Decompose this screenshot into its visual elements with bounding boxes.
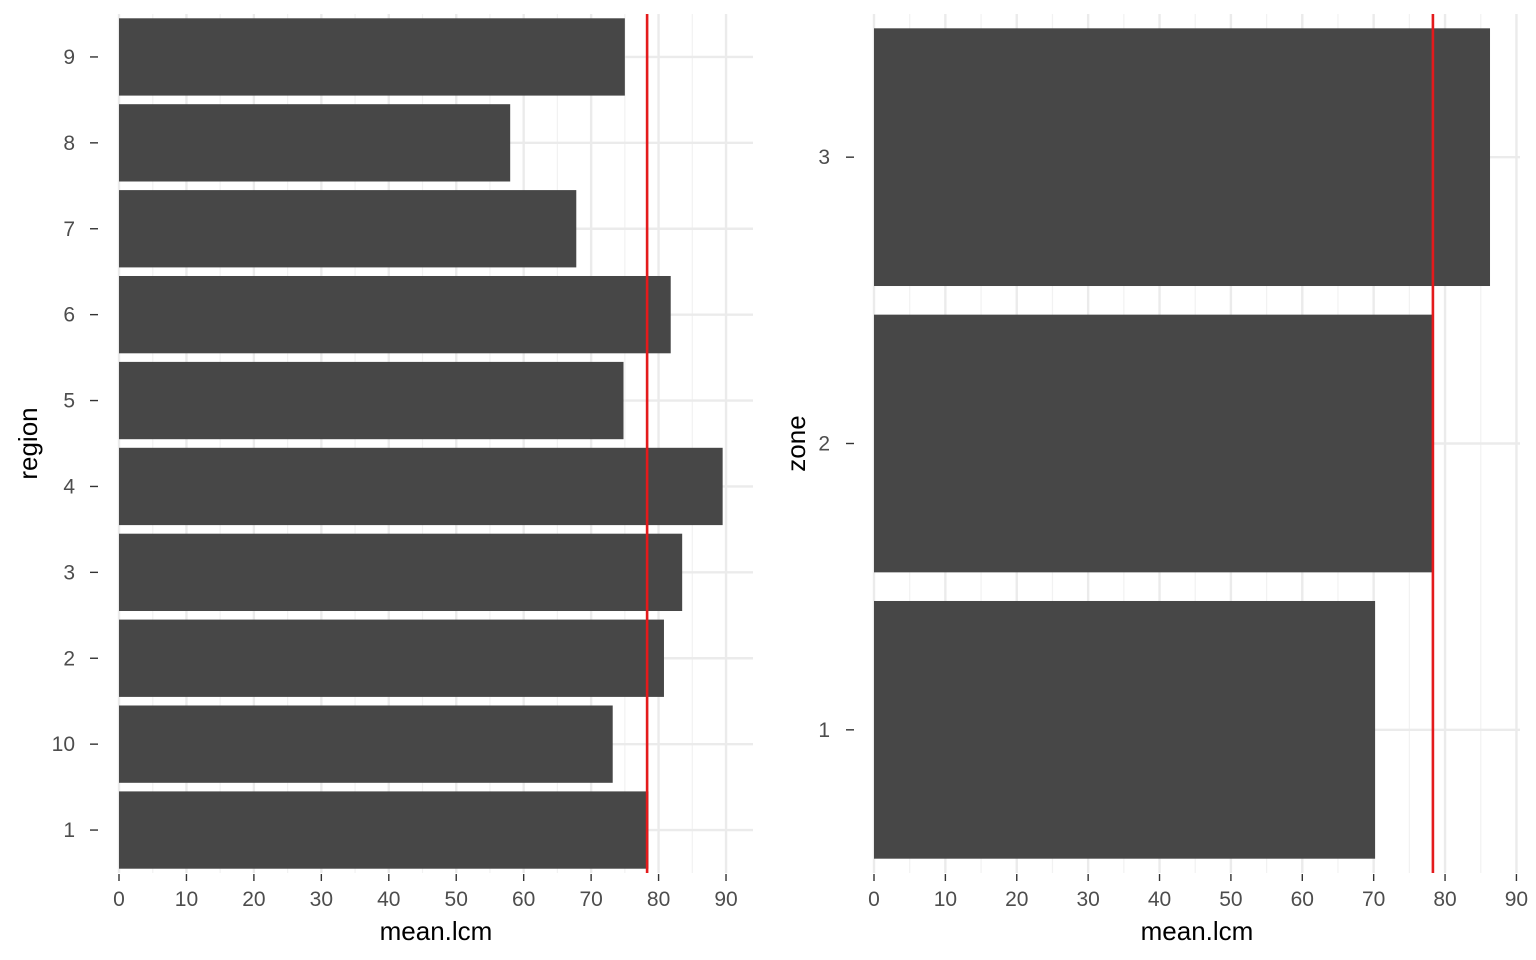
x-tick-label: 50 <box>445 888 468 911</box>
x-tick-label: 60 <box>512 888 535 911</box>
x-tick-label: 40 <box>1148 888 1171 911</box>
x-tick-label: 40 <box>377 888 400 911</box>
bar-2 <box>874 314 1433 573</box>
x-tick-label: 20 <box>242 888 265 911</box>
bar-3 <box>874 28 1491 287</box>
x-axis-title: mean.lcm <box>1141 916 1254 946</box>
y-tick-label: 9 <box>63 46 75 69</box>
y-tick-label: 5 <box>63 390 75 413</box>
bar-8 <box>119 104 511 182</box>
x-tick-label: 0 <box>113 888 125 911</box>
y-tick-label: 6 <box>63 304 75 327</box>
x-tick-label: 80 <box>647 888 670 911</box>
x-axis-title: mean.lcm <box>380 916 493 946</box>
x-tick-label: 90 <box>714 888 737 911</box>
bar-6 <box>119 275 671 354</box>
x-tick-label: 70 <box>1362 888 1385 911</box>
x-tick-label: 20 <box>1005 888 1028 911</box>
x-tick-label: 10 <box>934 888 957 911</box>
y-tick-label: 3 <box>818 146 830 169</box>
x-tick-label: 70 <box>579 888 602 911</box>
x-tick-label: 90 <box>1505 888 1528 911</box>
bar-1 <box>119 791 649 869</box>
y-axis-title: zone <box>781 415 811 471</box>
x-tick-label: 80 <box>1433 888 1456 911</box>
y-tick-label: 1 <box>63 819 75 842</box>
y-tick-label: 8 <box>63 132 75 155</box>
x-tick-label: 50 <box>1219 888 1242 911</box>
y-tick-label: 3 <box>63 561 75 584</box>
bar-3 <box>119 533 683 612</box>
y-axis-title: region <box>13 407 43 479</box>
bar-9 <box>119 18 625 96</box>
x-tick-label: 60 <box>1291 888 1314 911</box>
y-tick-label: 2 <box>818 433 830 456</box>
y-tick-label: 7 <box>63 218 75 241</box>
x-tick-label: 30 <box>1076 888 1099 911</box>
y-tick-label: 4 <box>63 475 75 498</box>
bar-1 <box>874 600 1376 859</box>
bar-10 <box>119 705 613 783</box>
y-tick-label: 1 <box>818 719 830 742</box>
x-tick-label: 10 <box>175 888 198 911</box>
bar-4 <box>119 447 723 526</box>
bar-2 <box>119 619 664 697</box>
x-tick-label: 0 <box>868 888 880 911</box>
x-tick-label: 30 <box>310 888 333 911</box>
bar-7 <box>119 190 577 268</box>
bar-5 <box>119 361 624 440</box>
y-tick-label: 2 <box>63 647 75 670</box>
y-tick-label: 10 <box>52 733 75 756</box>
